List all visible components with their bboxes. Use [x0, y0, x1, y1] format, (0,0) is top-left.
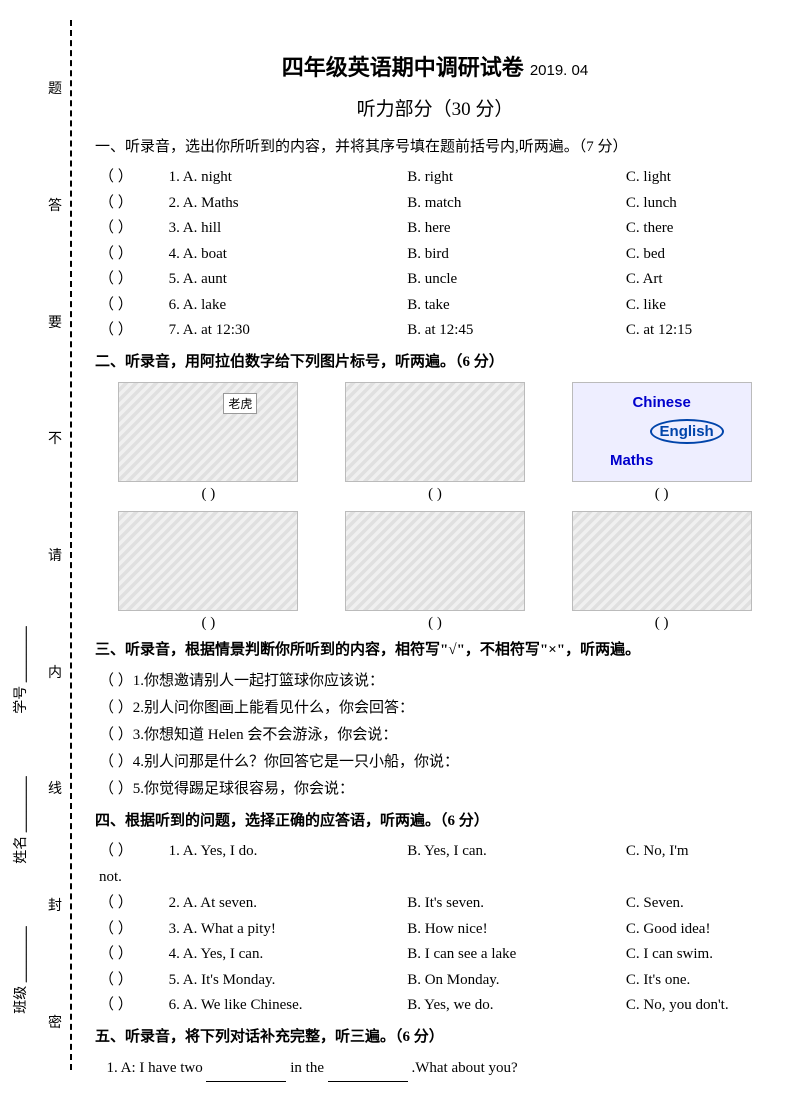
question-row: （ ）3.你想知道 Helen 会不会游泳，你会说： — [99, 722, 775, 749]
question-row: （ ）4. A. Yes, I can.B. I can see a lakeC… — [99, 942, 775, 968]
margin-char: 答 — [48, 195, 62, 215]
tiger-image: 老虎 — [118, 382, 298, 482]
margin-fill-column: 班级 ________ 姓名 ________ 学号 ________ — [5, 40, 35, 1040]
question-row: （ ）4.别人问那是什么？你回答它是一只小船，你说： — [99, 749, 775, 776]
football-image — [345, 511, 525, 611]
question-row: （ ）3. A. hillB. hereC. there — [99, 216, 775, 242]
question-row: （ ）2. A. MathsB. matchC. lunch — [99, 191, 775, 217]
margin-char: 要 — [48, 312, 62, 332]
page-title: 四年级英语期中调研试卷2019. 04 — [95, 50, 775, 82]
tv-clock-image — [572, 511, 752, 611]
margin-char: 内 — [48, 662, 62, 682]
margin-char: 题 — [48, 78, 62, 98]
page-content: 四年级英语期中调研试卷2019. 04 听力部分（30 分） 一、听录音，选出你… — [95, 50, 775, 1082]
sleeping-image — [345, 382, 525, 482]
question-row: （ ）5.你觉得踢足球很容易，你会说： — [99, 776, 775, 803]
name-fill: 姓名 ________ — [10, 776, 30, 864]
question-row: （ ）3. A. What a pity!B. How nice!C. Good… — [99, 917, 775, 943]
fill-blank — [328, 1066, 408, 1082]
image-cell: 老虎 ( ) — [108, 382, 308, 503]
section5-line1: 1. A: I have two in the .What about you? — [99, 1055, 775, 1082]
id-fill: 学号 ________ — [10, 626, 30, 714]
image-cell: ( ) — [335, 382, 535, 503]
margin-char: 请 — [48, 545, 62, 565]
playground-image — [118, 511, 298, 611]
margin-char: 封 — [48, 895, 62, 915]
question-row: （ ）5. A. It's Monday.B. On Monday.C. It'… — [99, 968, 775, 994]
question-row: （ ）1. A. nightB. rightC. light — [99, 165, 775, 191]
question-row: （ ）5. A. auntB. uncleC. Art — [99, 267, 775, 293]
margin-char: 线 — [48, 778, 62, 798]
question-row: （ ）1.你想邀请别人一起打篮球你应该说： — [99, 668, 775, 695]
page-subtitle: 听力部分（30 分） — [95, 94, 775, 121]
dashed-line — [70, 20, 72, 1070]
subjects-image: Chinese English Maths — [572, 382, 752, 482]
section3-heading: 三、听录音，根据情景判断你所听到的内容，相符写"√"，不相符写"×"，听两遍。 — [95, 638, 775, 662]
class-fill: 班级 ________ — [10, 926, 30, 1014]
section4-list: （ ）1. A. Yes, I do.B. Yes, I can.C. No, … — [95, 839, 775, 1019]
section2-heading: 二、听录音，用阿拉伯数字给下列图片标号，听两遍。（6 分） — [95, 350, 775, 374]
question-row: （ ）4. A. boatB. birdC. bed — [99, 242, 775, 268]
image-row-2: ( ) ( ) ( ) — [95, 511, 775, 632]
question-row: （ ）1. A. Yes, I do.B. Yes, I can.C. No, … — [99, 839, 775, 865]
section1-heading: 一、听录音，选出你所听到的内容，并将其序号填在题前括号内,听两遍。（7 分） — [95, 135, 775, 159]
section1-list: （ ）1. A. nightB. rightC. light （ ）2. A. … — [95, 165, 775, 344]
question-row: （ ）6. A. We like Chinese.B. Yes, we do.C… — [99, 993, 775, 1019]
section3-list: （ ）1.你想邀请别人一起打篮球你应该说： （ ）2.别人问你图画上能看见什么，… — [95, 668, 775, 803]
section5-heading: 五、听录音，将下列对话补充完整，听三遍。（6 分） — [95, 1025, 775, 1049]
section4-heading: 四、根据听到的问题，选择正确的应答语，听两遍。（6 分） — [95, 809, 775, 833]
image-row-1: 老虎 ( ) ( ) Chinese English Maths ( ) — [95, 382, 775, 503]
image-cell: Chinese English Maths ( ) — [562, 382, 762, 503]
fill-blank — [206, 1066, 286, 1082]
image-cell: ( ) — [335, 511, 535, 632]
question-wrap: not. — [99, 864, 775, 891]
margin-char: 密 — [48, 1012, 62, 1032]
image-cell: ( ) — [562, 511, 762, 632]
image-cell: ( ) — [108, 511, 308, 632]
question-row: （ ）7. A. at 12:30B. at 12:45C. at 12:15 — [99, 318, 775, 344]
margin-char: 不 — [48, 428, 62, 448]
question-row: （ ）6. A. lakeB. takeC. like — [99, 293, 775, 319]
question-row: （ ）2. A. At seven.B. It's seven.C. Seven… — [99, 891, 775, 917]
question-row: （ ）2.别人问你图画上能看见什么，你会回答： — [99, 695, 775, 722]
margin-right-column: 题 答 要 不 请 内 线 封 密 — [48, 30, 62, 1080]
